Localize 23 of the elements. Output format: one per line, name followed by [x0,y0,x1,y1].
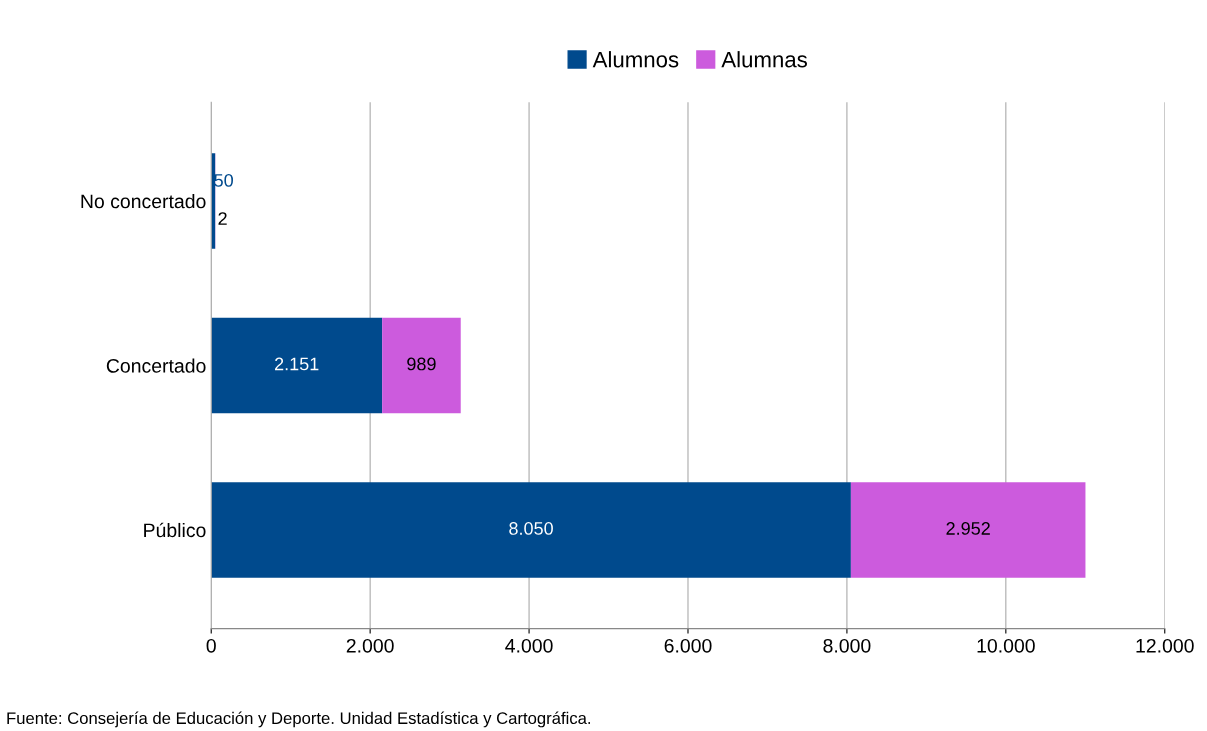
data-label: 989 [407,357,436,371]
x-tick-label: 8.000 [823,638,871,653]
bar [382,317,461,414]
data-label: 2.952 [946,522,990,535]
source-note: Fuente: Consejería de Educación y Deporte. Unidad Estadística y Cartográfica. [7,711,591,728]
data-label: 2.151 [275,357,319,371]
x-tick-label: 2.000 [346,638,394,653]
bar [850,482,1086,578]
legend-label: Alumnos [592,51,679,68]
x-tick-label: 6.000 [664,638,712,653]
x-tick-label: 4.000 [505,638,553,653]
y-tick-label: No concertado [81,193,206,209]
x-tick-label: 0 [206,638,216,653]
bar [211,482,851,578]
x-tick-label: 12.000 [1136,638,1194,653]
data-label: 2 [218,212,227,225]
bar [211,317,383,414]
y-tick-label: Concertado [106,358,206,373]
y-tick-label: Público [144,522,206,538]
data-label: 8.050 [509,522,553,535]
data-label: 50 [214,174,233,187]
x-tick-label: 10.000 [977,638,1035,653]
legend-label: Alumnas [721,51,807,68]
